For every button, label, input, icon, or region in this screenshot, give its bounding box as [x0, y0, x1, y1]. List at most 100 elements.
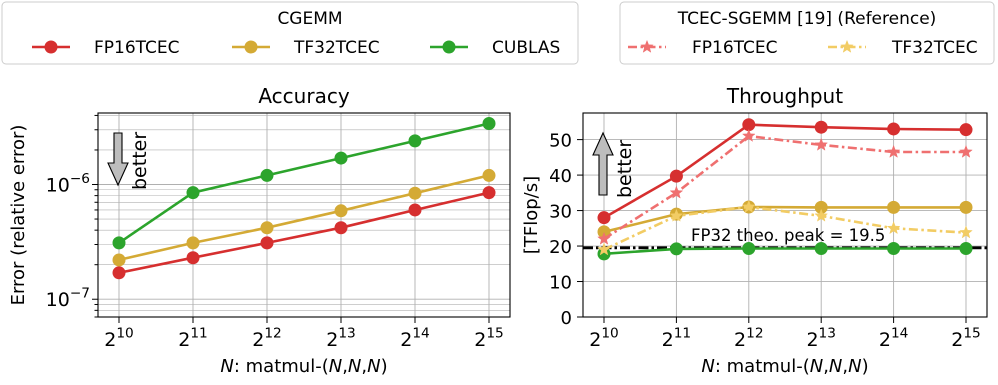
data-point — [887, 242, 901, 256]
series-tf32tcec-reference — [597, 199, 973, 256]
legend-title: TCEC-SGEMM [19] (Reference) — [677, 9, 937, 29]
x-tick-label: 211 — [662, 325, 692, 351]
series-line — [118, 191, 490, 275]
series-line — [603, 123, 967, 219]
legend-label: FP16TCEC — [94, 38, 180, 58]
y-tick-label: 50 — [549, 131, 572, 152]
legend-label: FP16TCEC — [692, 38, 778, 58]
data-point — [814, 208, 829, 222]
data-point — [887, 122, 901, 136]
x-tick-label: 214 — [400, 325, 430, 351]
series-line — [118, 174, 490, 262]
x-tick-label: 210 — [589, 325, 619, 351]
better-label: better — [129, 132, 151, 190]
data-point — [334, 221, 348, 235]
data-point — [959, 123, 973, 137]
series-fp16tcec — [597, 118, 973, 225]
legend-marker — [244, 40, 258, 54]
series-line — [603, 205, 967, 251]
data-point — [741, 128, 756, 142]
legend-marker — [840, 39, 854, 53]
series-cublas — [112, 117, 496, 250]
data-point — [597, 211, 611, 225]
y-axis-label: [TFlop/s] — [521, 176, 542, 254]
better-annotation: better — [592, 131, 636, 198]
data-point — [260, 236, 274, 250]
data-point — [669, 185, 684, 199]
x-tick-label: 213 — [806, 325, 836, 351]
panel-title: Accuracy — [258, 84, 349, 108]
data-point — [886, 221, 901, 235]
y-tick-label: 10 — [549, 273, 572, 294]
data-point — [741, 199, 756, 213]
legend-marker — [44, 40, 58, 54]
series-line — [603, 247, 966, 256]
series-tf32tcec — [112, 168, 496, 267]
data-point — [260, 221, 274, 235]
data-point — [886, 144, 901, 158]
series-line — [603, 205, 966, 234]
y-tick-label: 20 — [549, 237, 572, 258]
data-point — [334, 151, 348, 165]
legend-cgemm: CGEMM FP16TCEC TF32TCEC CUBLAS — [1, 1, 579, 65]
axes-frame — [582, 112, 988, 318]
data-point — [112, 236, 126, 250]
arrow-down-icon — [107, 132, 129, 187]
x-tick-label: 211 — [178, 325, 208, 351]
data-point — [669, 169, 683, 183]
data-point — [814, 200, 828, 214]
data-point — [408, 186, 422, 200]
data-point — [597, 247, 611, 261]
legend-marker — [640, 39, 654, 53]
data-point — [959, 200, 973, 214]
series-cublas — [597, 242, 973, 261]
data-point — [597, 242, 611, 256]
legend-label: CUBLAS — [492, 38, 560, 58]
data-point — [408, 134, 422, 148]
series-fp16tcec-reference — [597, 128, 973, 245]
data-point — [482, 186, 496, 200]
data-point — [112, 266, 126, 280]
y-tick-label: 10−6 — [46, 171, 90, 197]
reference-line-label: FP32 theo. peak = 19.5 — [691, 226, 885, 245]
data-point — [959, 225, 973, 239]
x-tick-label: 213 — [326, 325, 356, 351]
x-axis-label: N: matmul-(N,N,N) — [701, 356, 868, 377]
y-tick-label: 0 — [561, 308, 572, 329]
data-point — [742, 118, 756, 132]
data-point — [482, 117, 496, 131]
arrow-up-icon — [592, 131, 614, 196]
x-tick-label: 212 — [252, 325, 282, 351]
better-label: better — [614, 140, 636, 198]
data-point — [814, 120, 828, 134]
better-annotation: better — [107, 132, 151, 190]
plot-area — [583, 113, 987, 317]
y-tick-label: 30 — [549, 202, 572, 223]
data-point — [959, 242, 973, 256]
y-tick-label: 40 — [549, 166, 572, 187]
data-point — [669, 242, 683, 256]
legend-layer: CGEMM FP16TCEC TF32TCEC CUBLAS TCEC-SGEMM [1… — [1, 1, 995, 65]
data-point — [186, 186, 200, 200]
data-point — [669, 208, 684, 222]
series-line — [603, 134, 966, 240]
y-axis-label: Error (relative error) — [8, 125, 29, 306]
x-tick-label: 215 — [474, 325, 504, 351]
legend-marker — [442, 40, 456, 54]
legend-title: CGEMM — [277, 9, 342, 29]
series-fp16tcec — [112, 186, 496, 280]
data-point — [814, 137, 829, 151]
data-point — [260, 168, 274, 182]
data-point — [959, 144, 973, 158]
legend-label: TF32TCEC — [891, 38, 978, 58]
x-axis-label: N: matmul-(N,N,N) — [220, 356, 387, 377]
data-point — [814, 242, 828, 256]
x-tick-label: 210 — [104, 325, 134, 351]
data-point — [112, 253, 126, 267]
panel-title: Throughput — [726, 84, 843, 108]
series-line — [118, 122, 490, 244]
legend-frame — [1, 1, 579, 65]
throughput-panel: FP32 theo. peak = 19.5 better 210 211 212 213… — [521, 84, 988, 377]
data-point — [186, 251, 200, 265]
legend-reference: TCEC-SGEMM [19] (Reference) FP16TCEC TF32T… — [619, 1, 995, 65]
